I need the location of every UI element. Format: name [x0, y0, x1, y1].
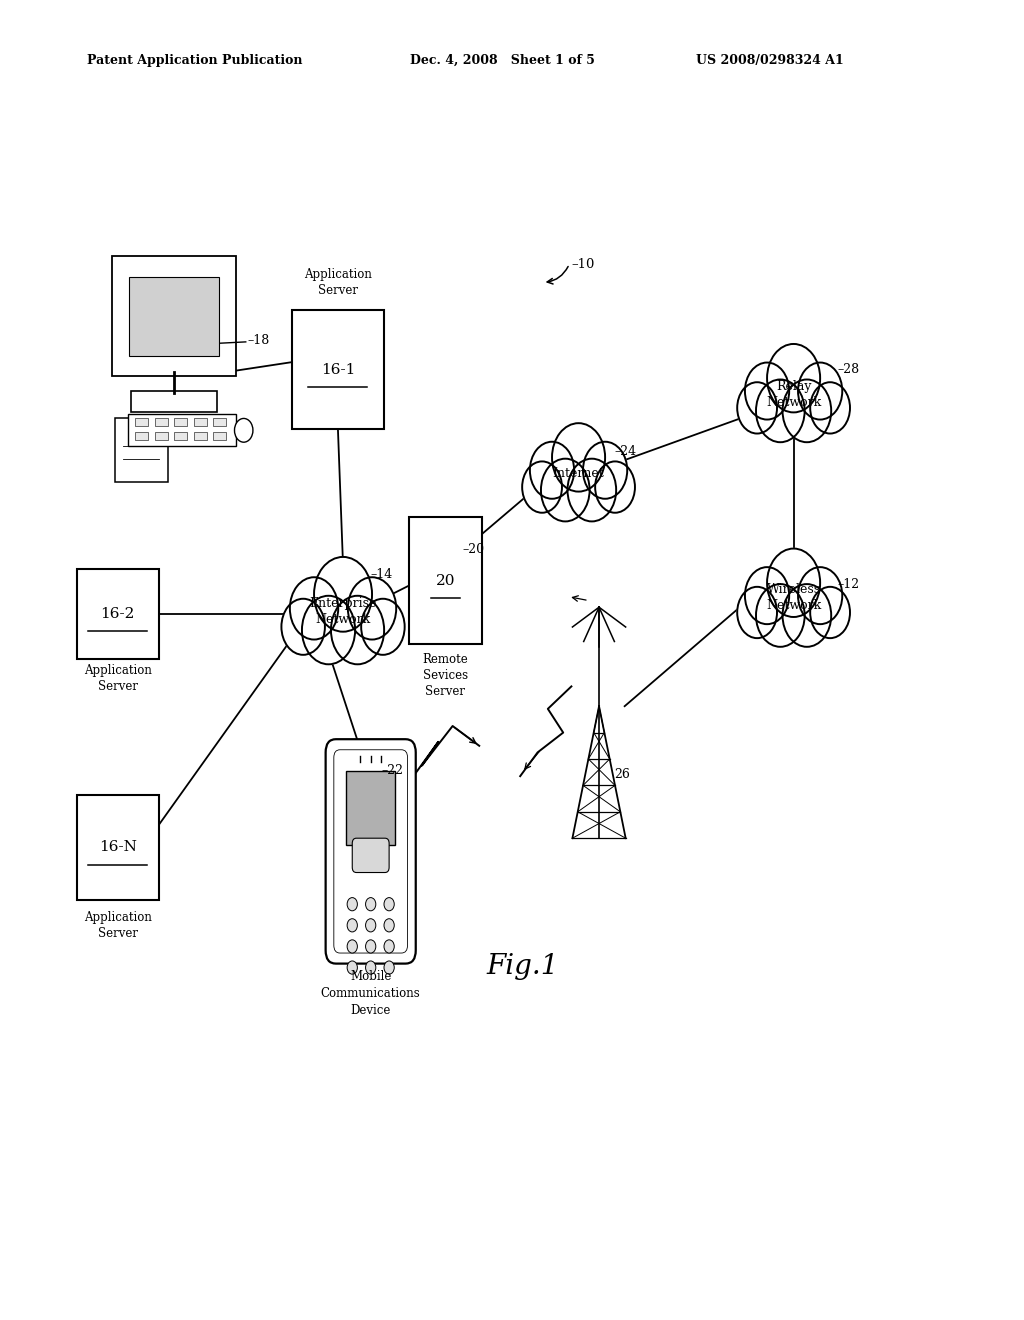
- Text: Enterprise
Network: Enterprise Network: [309, 597, 377, 626]
- FancyBboxPatch shape: [155, 418, 168, 426]
- Circle shape: [810, 383, 850, 433]
- Text: –24: –24: [614, 445, 637, 458]
- Text: Patent Application Publication: Patent Application Publication: [87, 54, 302, 67]
- Text: 16-1: 16-1: [321, 363, 355, 376]
- Circle shape: [567, 458, 616, 521]
- Circle shape: [737, 587, 777, 638]
- Circle shape: [384, 919, 394, 932]
- Text: –18: –18: [248, 334, 270, 347]
- Circle shape: [756, 583, 805, 647]
- Circle shape: [384, 940, 394, 953]
- FancyBboxPatch shape: [334, 750, 408, 953]
- Circle shape: [331, 595, 384, 664]
- Text: 20: 20: [435, 574, 456, 587]
- FancyBboxPatch shape: [112, 256, 236, 376]
- FancyBboxPatch shape: [129, 277, 219, 356]
- Circle shape: [810, 587, 850, 638]
- Circle shape: [552, 424, 605, 491]
- FancyBboxPatch shape: [77, 795, 159, 900]
- Circle shape: [348, 577, 396, 639]
- FancyBboxPatch shape: [135, 432, 148, 440]
- FancyBboxPatch shape: [77, 569, 159, 659]
- Circle shape: [290, 577, 338, 639]
- FancyBboxPatch shape: [352, 838, 389, 873]
- Text: –28: –28: [838, 363, 860, 376]
- FancyBboxPatch shape: [128, 414, 236, 446]
- Text: Relay
Network: Relay Network: [766, 380, 821, 409]
- FancyBboxPatch shape: [194, 432, 207, 440]
- Circle shape: [798, 363, 843, 420]
- Text: –22: –22: [382, 764, 403, 777]
- FancyBboxPatch shape: [346, 771, 395, 845]
- Circle shape: [366, 898, 376, 911]
- Text: Dec. 4, 2008   Sheet 1 of 5: Dec. 4, 2008 Sheet 1 of 5: [410, 54, 595, 67]
- FancyBboxPatch shape: [135, 418, 148, 426]
- Circle shape: [347, 898, 357, 911]
- Circle shape: [347, 961, 357, 974]
- Circle shape: [744, 568, 790, 624]
- Circle shape: [756, 379, 805, 442]
- Circle shape: [384, 961, 394, 974]
- Text: Application
Server: Application Server: [304, 268, 372, 297]
- Text: –14: –14: [371, 568, 393, 581]
- Text: –10: –10: [571, 257, 595, 271]
- Text: Internet: Internet: [553, 467, 604, 480]
- FancyBboxPatch shape: [213, 432, 226, 440]
- FancyBboxPatch shape: [409, 517, 482, 644]
- Text: 16-N: 16-N: [99, 841, 136, 854]
- Circle shape: [798, 568, 843, 624]
- Circle shape: [595, 462, 635, 512]
- FancyBboxPatch shape: [194, 418, 207, 426]
- Text: Fig.1: Fig.1: [486, 953, 558, 979]
- Circle shape: [583, 442, 628, 499]
- Circle shape: [366, 919, 376, 932]
- FancyBboxPatch shape: [131, 391, 217, 412]
- Circle shape: [384, 898, 394, 911]
- Circle shape: [347, 940, 357, 953]
- Circle shape: [782, 379, 831, 442]
- Circle shape: [347, 919, 357, 932]
- FancyBboxPatch shape: [115, 418, 168, 482]
- FancyBboxPatch shape: [213, 418, 226, 426]
- Text: 26: 26: [614, 768, 631, 781]
- Circle shape: [234, 418, 253, 442]
- Text: 16-2: 16-2: [100, 607, 135, 620]
- Text: –12: –12: [838, 578, 860, 591]
- Circle shape: [529, 442, 574, 499]
- FancyBboxPatch shape: [292, 310, 384, 429]
- Text: Mobile
Communications
Device: Mobile Communications Device: [321, 970, 421, 1018]
- FancyBboxPatch shape: [174, 418, 187, 426]
- Circle shape: [366, 940, 376, 953]
- Text: –20: –20: [463, 543, 485, 556]
- Circle shape: [541, 458, 590, 521]
- Circle shape: [767, 549, 820, 616]
- Circle shape: [361, 599, 404, 655]
- FancyBboxPatch shape: [155, 432, 168, 440]
- Circle shape: [737, 383, 777, 433]
- Circle shape: [767, 345, 820, 412]
- Circle shape: [314, 557, 372, 632]
- Circle shape: [782, 583, 831, 647]
- Circle shape: [366, 961, 376, 974]
- FancyBboxPatch shape: [174, 432, 187, 440]
- Circle shape: [744, 363, 790, 420]
- Text: Remote
Sevices
Server: Remote Sevices Server: [423, 653, 468, 698]
- FancyBboxPatch shape: [326, 739, 416, 964]
- Circle shape: [282, 599, 325, 655]
- Text: Wireless
Network: Wireless Network: [766, 583, 821, 612]
- Circle shape: [522, 462, 562, 512]
- Text: US 2008/0298324 A1: US 2008/0298324 A1: [696, 54, 844, 67]
- Circle shape: [302, 595, 355, 664]
- Text: Application
Server: Application Server: [84, 664, 152, 693]
- Text: Application
Server: Application Server: [84, 911, 152, 940]
